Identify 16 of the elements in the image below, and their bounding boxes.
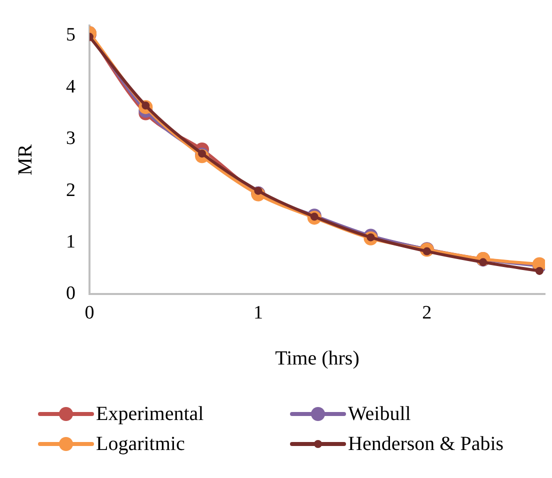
legend-label: Experimental — [96, 403, 204, 425]
y-tick-label: 2 — [66, 180, 76, 201]
y-tick-label: 0 — [66, 283, 76, 304]
point — [535, 266, 544, 275]
y-tick-label: 3 — [66, 128, 76, 150]
y-tick-label: 5 — [66, 24, 76, 46]
y-tick-label: 4 — [66, 76, 76, 98]
x-tick-label: 2 — [422, 302, 432, 324]
legend-label: Weibull — [348, 403, 411, 425]
y-axis-title: MR — [14, 144, 36, 176]
y-tick-label: 1 — [66, 231, 76, 252]
x-tick-label: 0 — [84, 302, 94, 324]
legend-label: Logaritmic — [96, 433, 185, 455]
legend-label: Henderson & Pabis — [348, 433, 504, 455]
x-axis-title: Time (hrs) — [275, 347, 360, 370]
x-tick-label: 1 — [253, 302, 263, 324]
